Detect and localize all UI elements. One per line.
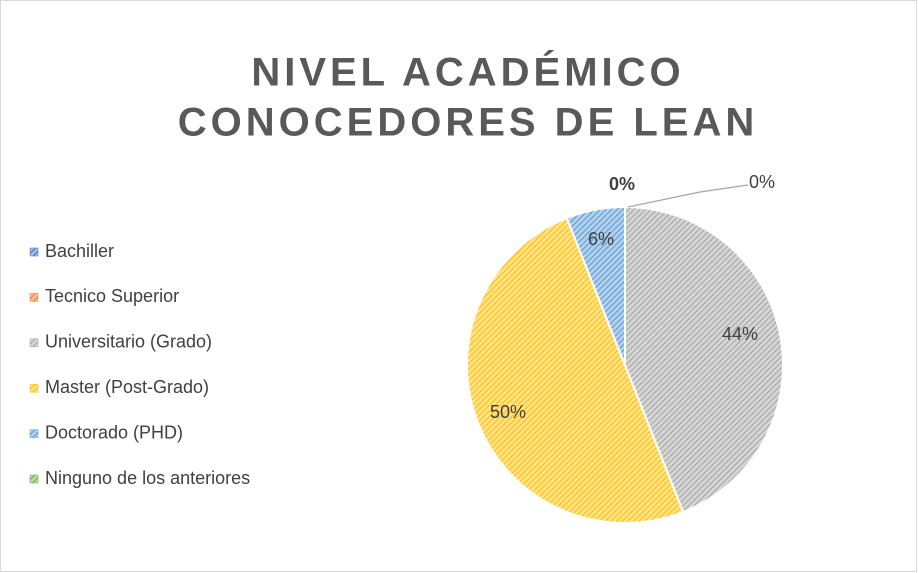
legend-text: Master (Post-Grado) (45, 377, 209, 397)
pie-slice (624, 205, 784, 514)
chart-title: CONOCEDORES DE LEAN (178, 101, 759, 145)
pie-slice (565, 205, 626, 366)
chart-title: NIVEL ACADÉMICO (251, 50, 684, 95)
legend-text: Bachiller (45, 241, 114, 261)
data-label: 50% (490, 402, 526, 422)
legend-text: Ninguno de los anteriores (45, 468, 250, 488)
legend-text: Universitario (Grado) (45, 332, 212, 352)
legend-text: Tecnico Superior (45, 286, 179, 306)
data-label: 0% (749, 172, 775, 192)
leader-line (627, 184, 749, 208)
legend-marker (29, 429, 39, 438)
pie-slice (466, 216, 685, 524)
legend-marker (29, 293, 39, 302)
data-label: 0% (609, 174, 635, 194)
legend-marker (29, 338, 39, 348)
legend-marker (29, 247, 39, 257)
legend-marker (29, 474, 39, 484)
data-label: 44% (722, 324, 758, 344)
legend-marker (29, 383, 39, 393)
data-label: 6% (588, 229, 614, 249)
legend-text: Doctorado (PHD) (45, 422, 183, 442)
